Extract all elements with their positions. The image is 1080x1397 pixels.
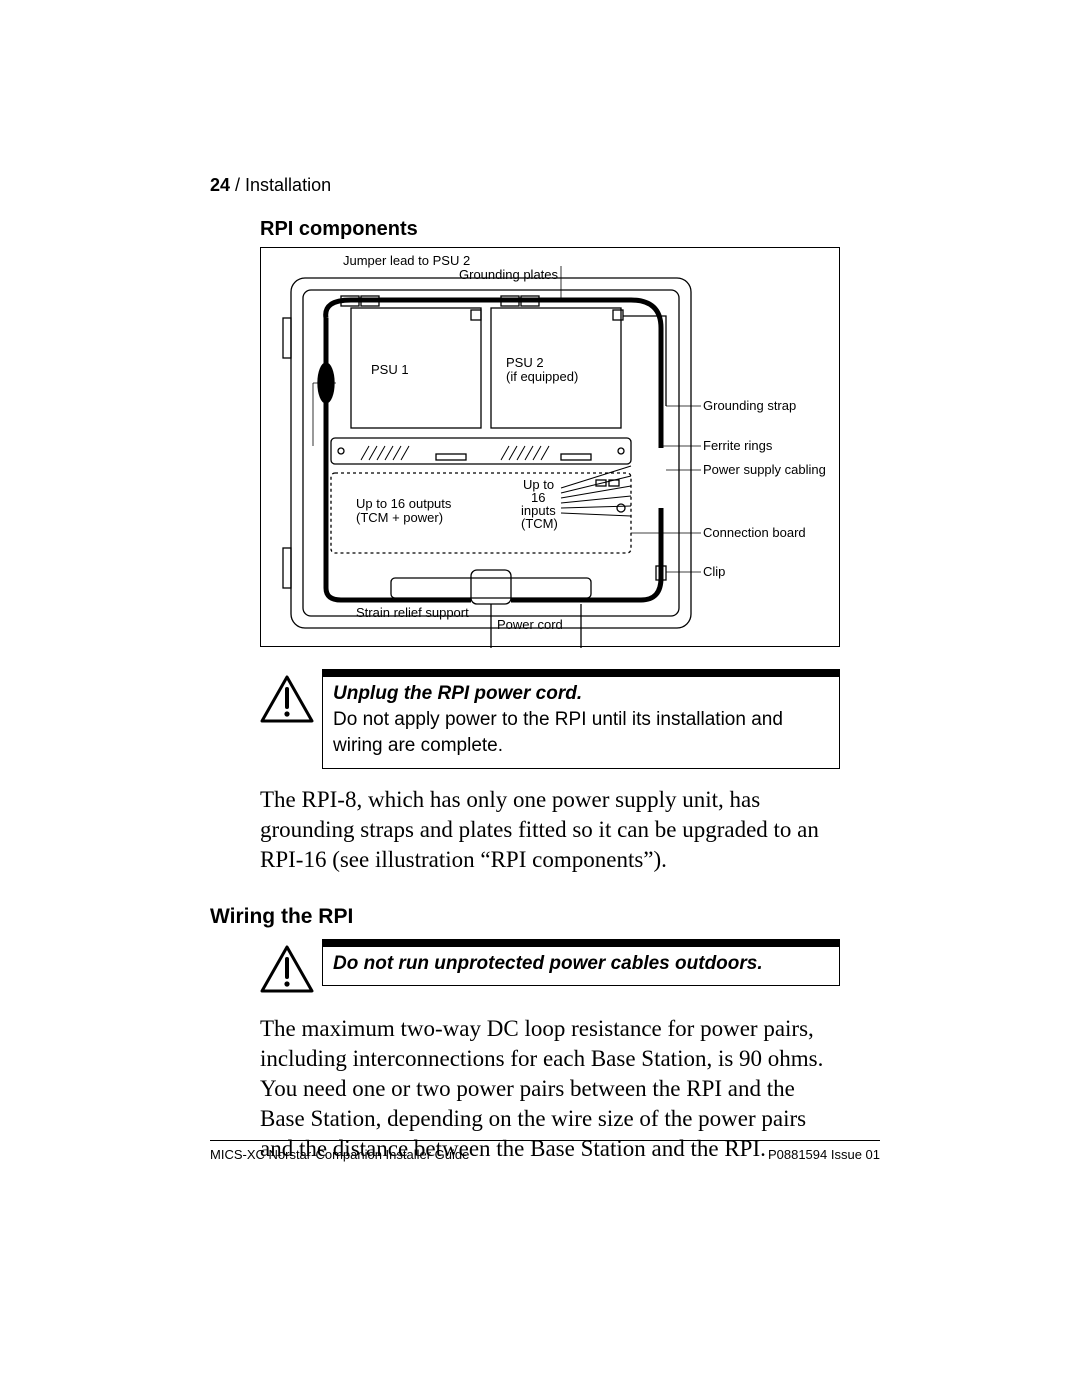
lbl-psu1: PSU 1 bbox=[371, 363, 409, 377]
lbl-strain: Strain relief support bbox=[356, 606, 469, 620]
warning-2: Do not run unprotected power cables outd… bbox=[260, 939, 840, 998]
page-footer: MICS-XC Norstar-Companion Installer Guid… bbox=[210, 1140, 880, 1162]
warn2-title: Do not run unprotected power cables outd… bbox=[323, 947, 839, 985]
warn1-body: Do not apply power to the RPI until its … bbox=[323, 707, 839, 768]
paragraph-1: The RPI-8, which has only one power supp… bbox=[260, 785, 840, 875]
lbl-gstrap: Grounding strap bbox=[703, 399, 796, 413]
lbl-jumper: Jumper lead to PSU 2 bbox=[343, 254, 470, 268]
warning-icon bbox=[260, 939, 322, 998]
warning-box-1: Unplug the RPI power cord. Do not apply … bbox=[322, 669, 840, 769]
warning-1: Unplug the RPI power cord. Do not apply … bbox=[260, 669, 840, 769]
lbl-ferrite: Ferrite rings bbox=[703, 439, 772, 453]
lbl-cord: Power cord bbox=[497, 618, 563, 632]
lbl-clip: Clip bbox=[703, 565, 725, 579]
section-name: / Installation bbox=[230, 175, 331, 195]
page-content: 24 / Installation RPI components bbox=[210, 175, 880, 1163]
page-header: 24 / Installation bbox=[210, 175, 880, 196]
heading-wiring: Wiring the RPI bbox=[210, 905, 880, 929]
lbl-out-b: (TCM + power) bbox=[356, 511, 443, 525]
page-number: 24 bbox=[210, 175, 230, 195]
footer-left: MICS-XC Norstar-Companion Installer Guid… bbox=[210, 1147, 469, 1162]
lbl-psc: Power supply cabling bbox=[703, 463, 826, 477]
footer-right: P0881594 Issue 01 bbox=[768, 1147, 880, 1162]
lbl-psu2b: (if equipped) bbox=[506, 370, 578, 384]
figure-title: RPI components bbox=[260, 218, 880, 241]
warning-box-2: Do not run unprotected power cables outd… bbox=[322, 939, 840, 986]
warn1-title: Unplug the RPI power cord. bbox=[323, 677, 839, 707]
rpi-components-figure: Jumper lead to PSU 2 Grounding plates PS… bbox=[260, 247, 840, 647]
lbl-in-d: (TCM) bbox=[521, 517, 558, 531]
warning-icon bbox=[260, 669, 322, 728]
lbl-conn: Connection board bbox=[703, 526, 806, 540]
lbl-gplates: Grounding plates bbox=[459, 268, 558, 282]
